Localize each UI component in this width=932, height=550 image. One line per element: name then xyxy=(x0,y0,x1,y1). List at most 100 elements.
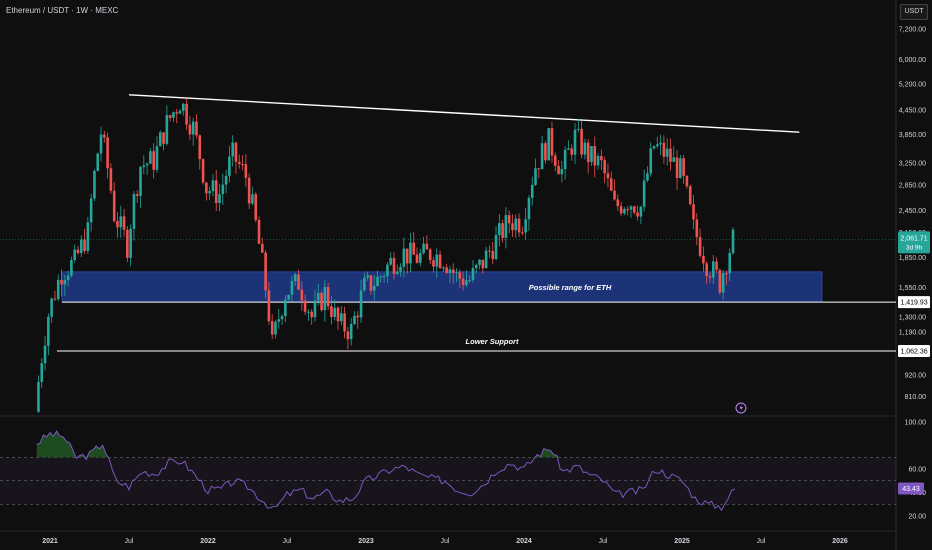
candle-body xyxy=(103,134,106,138)
candle-body xyxy=(550,128,554,156)
candle-body xyxy=(172,112,175,118)
candle-body xyxy=(126,229,129,258)
candle-body xyxy=(593,146,597,166)
candle-body xyxy=(382,276,386,278)
candle-body xyxy=(679,158,682,179)
candle-body xyxy=(366,275,369,278)
candle-body xyxy=(79,239,83,254)
candle-body xyxy=(300,289,304,301)
candle-body xyxy=(70,260,73,276)
candle-body xyxy=(626,209,629,211)
price-tick-label: 2,450.00 xyxy=(899,208,926,215)
candle-body xyxy=(422,243,425,254)
chart-title: Ethereum / USDT · 1W · MEXC xyxy=(6,6,119,15)
candle-body xyxy=(155,146,159,170)
candle-body xyxy=(534,168,537,185)
price-tick-label: 5,200.00 xyxy=(899,81,926,88)
candle-body xyxy=(465,280,468,286)
candle-body xyxy=(221,184,225,195)
rsi-tick-label: 20.00 xyxy=(908,514,926,521)
candle-body xyxy=(573,129,577,155)
candle-body xyxy=(389,257,392,265)
candle-body xyxy=(623,209,626,214)
candle-body xyxy=(290,281,294,295)
rsi-panel xyxy=(0,430,896,512)
alert-icon[interactable] xyxy=(735,402,747,414)
candle-body xyxy=(142,165,146,168)
candle-body xyxy=(162,132,165,144)
candle-body xyxy=(438,254,442,268)
time-tick-label: 2023 xyxy=(358,538,374,545)
time-tick-label: 2026 xyxy=(832,538,848,545)
price-tick-label: 7,200.00 xyxy=(899,27,926,34)
candle-body xyxy=(609,178,613,191)
candle-body xyxy=(527,197,531,220)
candle-body xyxy=(37,381,40,412)
candle-body xyxy=(402,248,406,267)
candle-body xyxy=(359,290,363,318)
candle-body xyxy=(395,271,399,274)
candle-body xyxy=(563,149,567,170)
time-axis[interactable]: 2021 Jul 2022 Jul 2023 Jul 2024 Jul 2025 Jul 2026 xyxy=(0,530,896,545)
price-axis[interactable]: 7,200.00 6,000.00 5,200.00 4,450.00 3,850.00… xyxy=(898,27,930,521)
candle-body xyxy=(93,170,96,199)
candle-body xyxy=(47,316,50,346)
candle-body xyxy=(346,331,350,340)
alert-icon-circle xyxy=(735,402,747,414)
candle-body xyxy=(553,155,557,166)
candle-body xyxy=(692,204,695,220)
candle-body xyxy=(409,242,412,264)
candle-body xyxy=(185,103,188,125)
time-tick-label: 2025 xyxy=(674,538,690,545)
candle-body xyxy=(165,115,169,144)
price-tick-label: 810.00 xyxy=(905,394,927,401)
range-zone-label: Possible range for ETH xyxy=(529,283,612,292)
candle-body xyxy=(208,191,211,194)
candle-body xyxy=(76,249,80,254)
candle-body xyxy=(99,134,103,154)
candle-body xyxy=(718,269,722,293)
candle-body xyxy=(435,254,439,267)
currency-button[interactable]: USDT xyxy=(900,4,928,20)
rsi-tick-label: 100.00 xyxy=(905,420,927,427)
candle-body xyxy=(639,206,643,217)
candle-body xyxy=(461,278,465,286)
candle-body xyxy=(178,110,182,114)
candle-body xyxy=(442,267,445,269)
candle-body xyxy=(524,219,527,233)
price-tick-label: 1,850.00 xyxy=(899,255,926,262)
candle-body xyxy=(320,292,323,311)
candle-body xyxy=(711,261,715,278)
candle-body xyxy=(619,206,623,214)
candle-body xyxy=(287,294,290,300)
range-zone: Possible range for ETH xyxy=(61,271,823,303)
candle-body xyxy=(415,254,419,263)
candle-body xyxy=(149,151,152,164)
candle-body xyxy=(656,144,659,147)
trendline[interactable] xyxy=(128,94,800,133)
current-price-label: 2,061.71 xyxy=(900,235,927,242)
candle-body xyxy=(56,279,60,300)
candle-body xyxy=(698,237,702,256)
rsi-current-label: 43.43 xyxy=(902,486,920,493)
candle-body xyxy=(195,121,198,136)
candle-body xyxy=(705,263,708,277)
candle-body xyxy=(116,221,119,228)
price-tick-label: 1,550.00 xyxy=(899,285,926,292)
candle-body xyxy=(369,275,373,291)
grid xyxy=(0,0,897,550)
candle-body xyxy=(590,146,593,163)
candle-body xyxy=(129,228,132,258)
candle-body xyxy=(53,298,57,300)
candle-body xyxy=(363,277,366,291)
candle-body xyxy=(353,315,356,325)
candle-body xyxy=(224,175,228,185)
candle-body xyxy=(261,243,264,253)
candle-body xyxy=(708,276,712,278)
candle-body xyxy=(379,276,383,278)
candle-body xyxy=(504,215,508,238)
candle-body xyxy=(109,168,113,191)
candle-body xyxy=(685,175,689,187)
candle-body xyxy=(474,264,478,268)
